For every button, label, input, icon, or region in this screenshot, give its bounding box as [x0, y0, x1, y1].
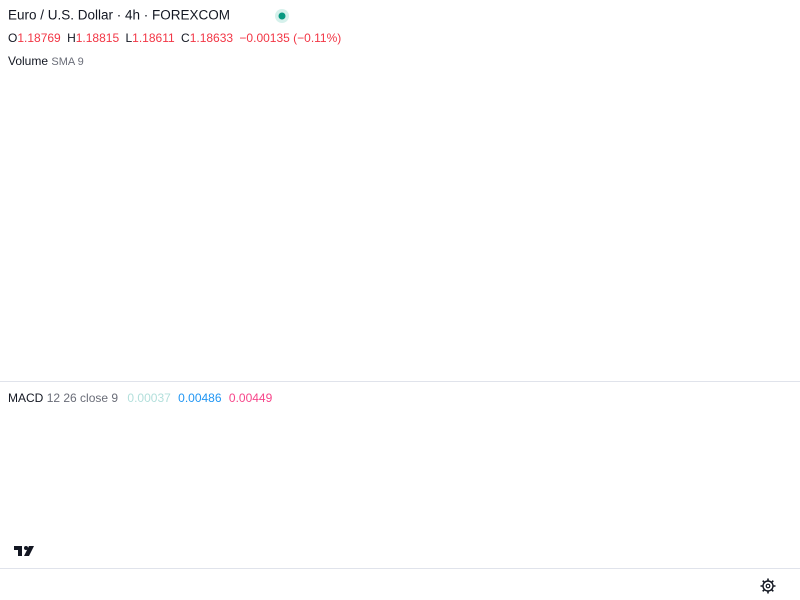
ohlc-line: O1.18769 H1.18815 L1.18611 C1.18633 −0.0… [8, 31, 341, 45]
header: Euro / U.S. Dollar · 4h · FOREXCOM O1.18… [8, 8, 341, 69]
symbol-title: Euro / U.S. Dollar · 4h · FOREXCOM [8, 8, 230, 23]
logo-part [24, 546, 34, 556]
ohlc-value: 1.18633 [190, 31, 234, 45]
ohlc-key: O [8, 31, 17, 45]
ohlc-change: −0.00135 (−0.11%) [239, 31, 341, 45]
volume-label: Volume [8, 54, 48, 68]
macd-histogram-value: 0.00037 [127, 391, 171, 405]
ohlc-value: 1.18769 [17, 31, 61, 45]
logo-bg [12, 541, 38, 561]
macd-line-value: 0.00486 [178, 391, 222, 405]
logo-part [14, 546, 22, 556]
ohlc-key: C [181, 31, 190, 45]
ohlc-value: 1.18611 [132, 31, 175, 45]
logo-part [24, 546, 28, 550]
macd-params: 12 26 close 9 [47, 391, 119, 405]
gear-teeth [760, 578, 776, 594]
tradingview-logo [12, 541, 38, 561]
macd-title: MACD [8, 391, 44, 405]
settings-button[interactable] [760, 578, 776, 594]
signal-line-value: 0.00449 [229, 391, 273, 405]
gear-hub [765, 583, 771, 589]
macd-legend-line: MACD 12 26 close 9 0.00037 0.00486 0.004… [8, 391, 273, 405]
ohlc-key: L [125, 31, 132, 45]
market-status-dot [278, 12, 286, 20]
macd-legend: MACD 12 26 close 9 0.00037 0.00486 0.004… [8, 391, 273, 405]
ohlc-key: H [67, 31, 76, 45]
ohlc-value: 1.18815 [76, 31, 120, 45]
volume-params: SMA 9 [51, 56, 83, 68]
volume-legend: Volume SMA 9 [8, 54, 84, 68]
